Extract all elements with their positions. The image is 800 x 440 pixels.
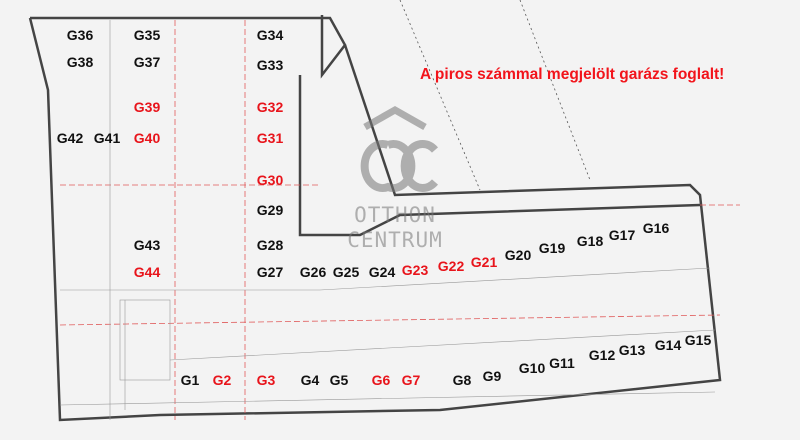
garage-label-g37: G37 (133, 54, 161, 70)
garage-label-g18: G18 (576, 233, 604, 249)
garage-label-g20: G20 (504, 247, 532, 263)
garage-label-g23: G23 (401, 262, 429, 278)
garage-label-g3: G3 (256, 372, 276, 388)
garage-label-g16: G16 (642, 220, 670, 236)
garage-label-g1: G1 (180, 372, 200, 388)
garage-label-g17: G17 (608, 227, 636, 243)
garage-label-g39: G39 (133, 99, 161, 115)
garage-label-g41: G41 (93, 130, 121, 146)
garage-label-g12: G12 (588, 347, 616, 363)
watermark-line2: CENTRUM (347, 228, 443, 252)
garage-label-g33: G33 (256, 57, 284, 73)
occupied-notice: A piros számmal megjelölt garázs foglalt… (420, 66, 725, 83)
garage-label-g43: G43 (133, 237, 161, 253)
garage-label-g10: G10 (518, 360, 546, 376)
garage-label-g26: G26 (299, 264, 327, 280)
garage-label-g42: G42 (56, 130, 84, 146)
garage-label-g40: G40 (133, 130, 161, 146)
garage-label-g30: G30 (256, 172, 284, 188)
garage-label-g36: G36 (66, 27, 94, 43)
garage-label-g27: G27 (256, 264, 284, 280)
watermark-logo: OTTHON CENTRUM (330, 105, 460, 260)
garage-label-g19: G19 (538, 240, 566, 256)
garage-label-g34: G34 (256, 27, 284, 43)
garage-label-g13: G13 (618, 342, 646, 358)
garage-label-g22: G22 (437, 258, 465, 274)
house-oc-logo-icon (360, 105, 439, 192)
garage-label-g25: G25 (332, 264, 360, 280)
garage-label-g9: G9 (482, 368, 502, 384)
garage-label-g24: G24 (368, 264, 396, 280)
garage-label-g29: G29 (256, 202, 284, 218)
garage-label-g7: G7 (401, 372, 421, 388)
garage-label-g32: G32 (256, 99, 284, 115)
garage-label-g11: G11 (549, 355, 575, 371)
watermark-line1: OTTHON (354, 203, 436, 227)
garage-label-g44: G44 (133, 264, 161, 280)
garage-label-g2: G2 (212, 372, 232, 388)
garage-label-g35: G35 (133, 27, 161, 43)
garage-label-g5: G5 (329, 372, 349, 388)
garage-label-g21: G21 (470, 254, 498, 270)
outer-wall-north-east (28, 17, 722, 422)
garage-label-g4: G4 (300, 372, 320, 388)
garage-label-g28: G28 (256, 237, 284, 253)
garage-label-g8: G8 (452, 372, 472, 388)
garage-label-g6: G6 (371, 372, 391, 388)
garage-label-g31: G31 (256, 130, 284, 146)
inner-wall (298, 75, 701, 237)
garage-label-g15: G15 (684, 332, 712, 348)
garage-label-g14: G14 (654, 337, 682, 353)
garage-label-g38: G38 (66, 54, 94, 70)
